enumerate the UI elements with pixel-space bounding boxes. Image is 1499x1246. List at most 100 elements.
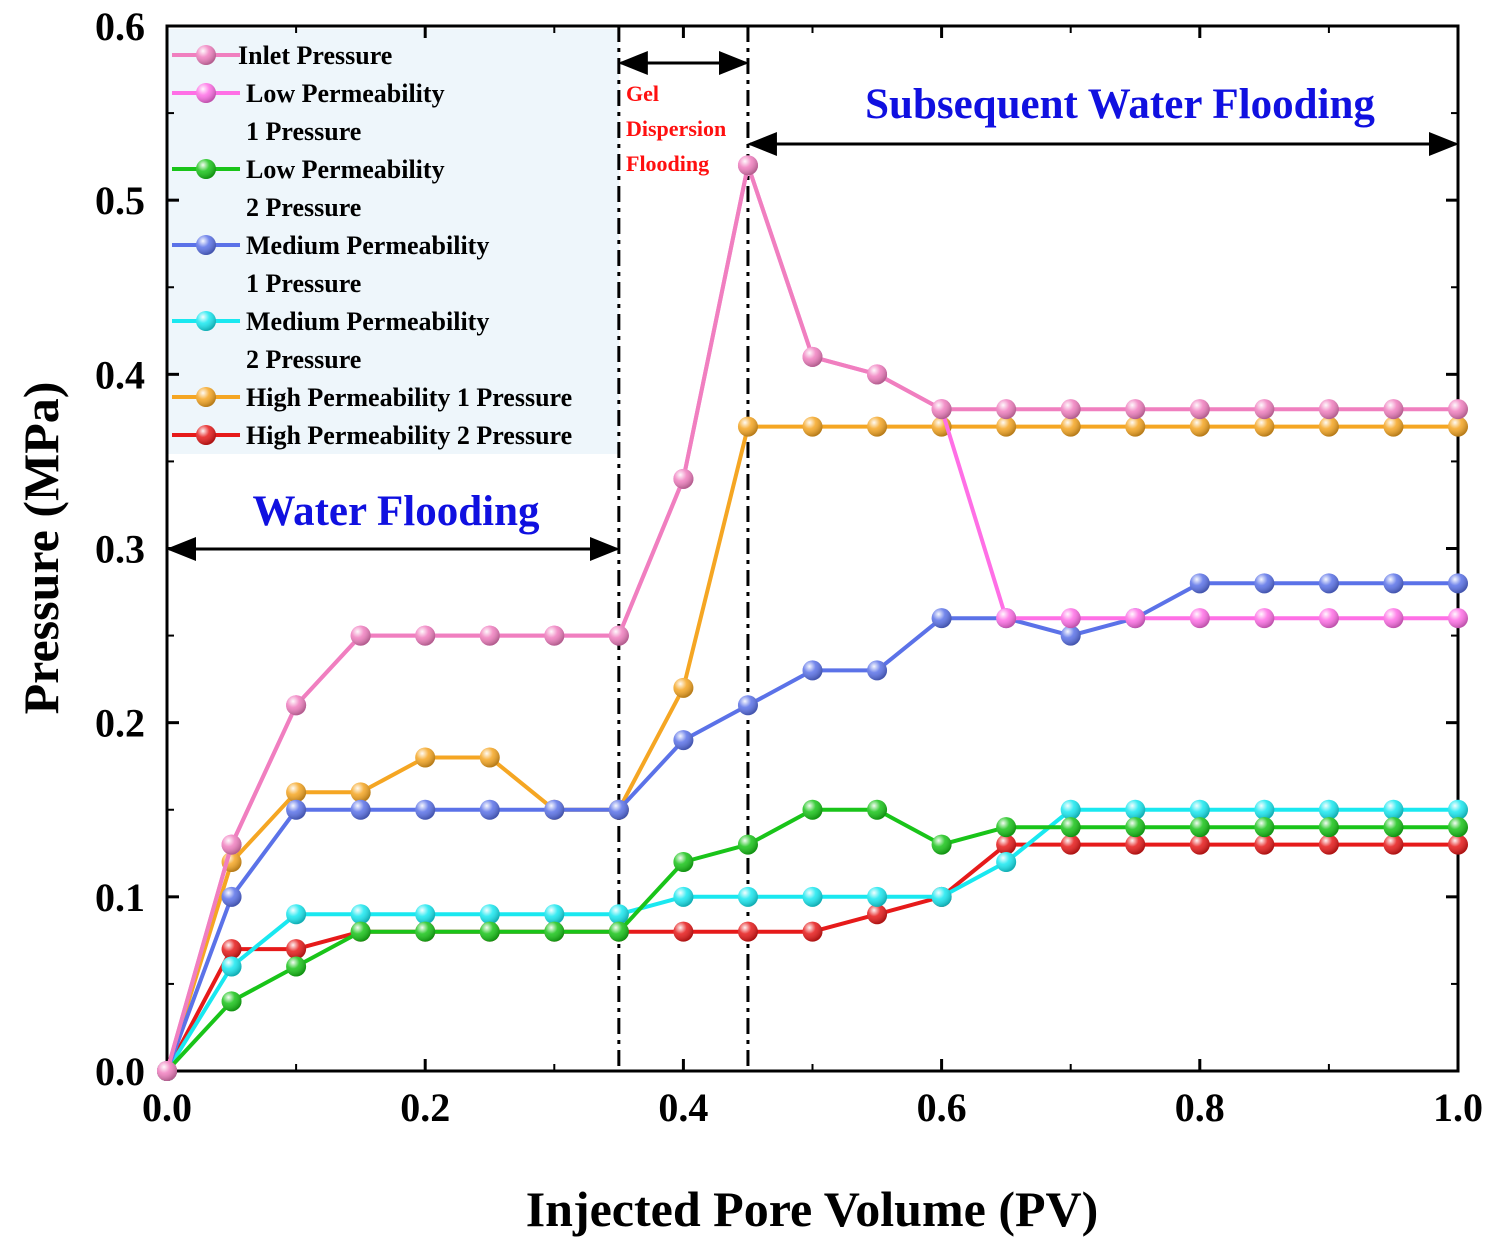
x-tick-label: 0.8 (1175, 1085, 1225, 1130)
legend-label: High Permeability 2 Pressure (246, 421, 572, 450)
annotation-label: Subsequent Water Flooding (865, 81, 1375, 128)
series-low-permeability-2-pressure (157, 799, 1468, 1081)
data-point-shine (415, 747, 436, 768)
data-point-shine (931, 886, 952, 907)
legend-entry: Low Permeability 2 Pressure (172, 155, 445, 222)
data-point-shine (1448, 834, 1468, 855)
data-point-shine (1318, 834, 1339, 855)
data-point-shine (221, 939, 242, 960)
y-tick-label: 0.0 (95, 1049, 145, 1094)
data-point-shine (286, 782, 307, 803)
y-axis-ticks: 0.0 0.1 0.2 0.3 0.4 0.5 0.6 (95, 4, 1458, 1094)
data-point-shine (1125, 817, 1146, 838)
annotation-label: Flooding (626, 151, 709, 176)
data-point-shine (286, 799, 307, 820)
data-point-shine (1383, 399, 1404, 420)
data-point-shine (1060, 817, 1081, 838)
data-point-shine (1125, 399, 1146, 420)
data-point-shine (1254, 416, 1275, 437)
x-tick-label: 0.2 (400, 1085, 450, 1130)
data-point-shine (802, 416, 823, 437)
series-layer (157, 155, 1468, 1081)
data-point-shine (1383, 416, 1404, 437)
legend-swatch-shine (196, 235, 216, 255)
data-point-shine (1254, 799, 1275, 820)
series-medium-permeability-2-pressure (157, 799, 1468, 1081)
data-point-shine (1125, 608, 1146, 629)
legend: Inlet Pressure Low Permeability 1 Pressure… (172, 41, 572, 450)
data-point-shine (608, 921, 629, 942)
legend-background (167, 29, 619, 454)
data-point-shine (286, 904, 307, 925)
data-point-shine (350, 799, 371, 820)
data-point-shine (1383, 834, 1404, 855)
data-point-shine (673, 677, 694, 698)
legend-label: Low Permeability (246, 79, 445, 108)
legend-label: 2 Pressure (246, 193, 361, 222)
data-point-shine (608, 625, 629, 646)
data-point-shine (1448, 799, 1468, 820)
data-point-shine (479, 625, 500, 646)
data-point-shine (1060, 799, 1081, 820)
data-point-shine (544, 799, 565, 820)
data-point-shine (544, 625, 565, 646)
data-point-shine (415, 921, 436, 942)
data-point-shine (931, 834, 952, 855)
data-point-shine (1125, 416, 1146, 437)
data-point-shine (996, 399, 1017, 420)
annotation-label: Gel (626, 81, 659, 106)
data-point-shine (350, 625, 371, 646)
data-point-shine (867, 660, 888, 681)
y-tick-label: 0.3 (95, 527, 145, 572)
data-point-shine (1448, 817, 1468, 838)
data-point-shine (1254, 573, 1275, 594)
data-point-shine (415, 799, 436, 820)
data-point-shine (867, 886, 888, 907)
data-point-shine (737, 416, 758, 437)
data-point-shine (1060, 399, 1081, 420)
legend-label: Inlet Pressure (238, 41, 392, 70)
data-point-shine (996, 817, 1017, 838)
annotation-water-flooding: Water Flooding (166, 488, 620, 561)
data-point-shine (221, 956, 242, 977)
data-point-shine (1383, 817, 1404, 838)
annotation-label: Water Flooding (252, 488, 540, 535)
legend-label: 1 Pressure (246, 269, 361, 298)
data-point-shine (1318, 608, 1339, 629)
data-point-shine (1125, 834, 1146, 855)
x-axis-title: Injected Pore Volume (PV) (526, 1181, 1099, 1237)
data-point-shine (415, 904, 436, 925)
data-point-shine (737, 886, 758, 907)
data-point-shine (1383, 573, 1404, 594)
data-point-shine (931, 608, 952, 629)
phase-annotations: Water Flooding Gel Dispersion Flooding Subse… (166, 51, 1459, 561)
data-point-shine (544, 921, 565, 942)
data-point-shine (673, 921, 694, 942)
data-point-shine (286, 695, 307, 716)
data-point-shine (608, 904, 629, 925)
data-point-shine (1448, 573, 1468, 594)
legend-swatch-shine (196, 159, 216, 179)
data-point-shine (221, 991, 242, 1012)
data-point-shine (802, 799, 823, 820)
legend-swatch-shine (196, 83, 216, 103)
data-point-shine (1383, 608, 1404, 629)
data-point-shine (673, 886, 694, 907)
data-point-shine (350, 782, 371, 803)
data-point-shine (673, 852, 694, 872)
data-point-shine (996, 834, 1017, 855)
x-tick-label: 0.4 (658, 1085, 708, 1130)
legend-label: Low Permeability (246, 155, 445, 184)
y-tick-label: 0.6 (95, 4, 145, 49)
legend-entry: Medium Permeability 2 Pressure (172, 307, 489, 374)
data-point-shine (1254, 608, 1275, 629)
legend-entry: Inlet Pressure (172, 41, 392, 70)
annotation-gel-dispersion-flooding: Gel Dispersion Flooding (617, 51, 749, 176)
y-tick-label: 0.4 (95, 352, 145, 397)
data-point-shine (479, 904, 500, 925)
data-point-shine (737, 834, 758, 855)
data-point-shine (157, 1061, 177, 1081)
data-point-shine (479, 799, 500, 820)
legend-label: High Permeability 1 Pressure (246, 383, 572, 412)
